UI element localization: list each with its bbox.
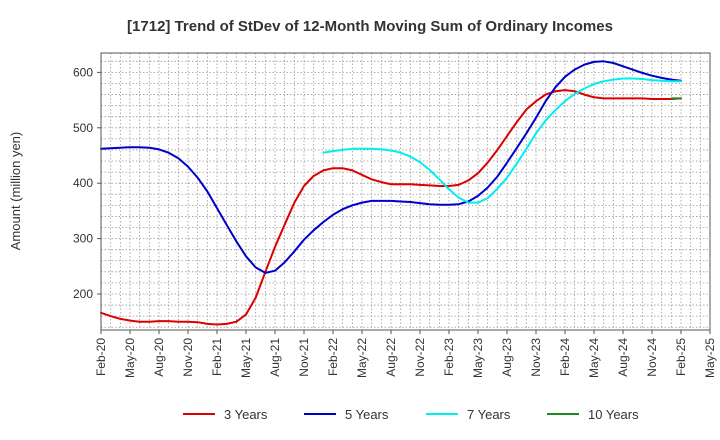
- y-axis-ticks: 200 300 400 500 600: [73, 65, 101, 301]
- series-line-7-years: [322, 77, 682, 204]
- legend-label: 7 Years: [467, 407, 511, 422]
- y-tick-label: 600: [73, 65, 93, 79]
- x-tick-label: Feb-22: [326, 338, 340, 376]
- x-tick-label: Feb-20: [94, 338, 108, 376]
- x-tick-label: Nov-23: [529, 338, 543, 377]
- legend-label: 3 Years: [224, 407, 268, 422]
- legend-label: 5 Years: [345, 407, 389, 422]
- x-tick-label: May-25: [703, 338, 717, 378]
- plot-border: [100, 52, 711, 331]
- x-tick-label: May-20: [123, 338, 137, 378]
- x-tick-label: Aug-22: [384, 338, 398, 377]
- series-lines: [100, 60, 682, 326]
- y-tick-label: 200: [73, 287, 93, 301]
- legend-label: 10 Years: [588, 407, 639, 422]
- x-tick-label: Nov-22: [413, 338, 427, 377]
- x-tick-label: Aug-23: [500, 338, 514, 377]
- x-tick-label: Aug-20: [152, 338, 166, 377]
- x-tick-label: Aug-21: [268, 338, 282, 377]
- series-line-3-years: [100, 89, 682, 326]
- x-tick-label: May-21: [239, 338, 253, 378]
- series-line-5-years: [100, 60, 682, 274]
- x-tick-label: Nov-20: [181, 338, 195, 377]
- x-tick-label: Nov-24: [645, 338, 659, 377]
- y-tick-label: 400: [73, 176, 93, 190]
- x-tick-label: May-23: [471, 338, 485, 378]
- x-tick-label: Feb-25: [674, 338, 688, 376]
- x-tick-label: May-24: [587, 338, 601, 378]
- legend: 3 Years 5 Years 7 Years 10 Years: [183, 407, 639, 422]
- y-axis-label: Amount (million yen): [8, 132, 23, 251]
- x-tick-label: May-22: [355, 338, 369, 378]
- x-tick-label: Feb-24: [558, 338, 572, 376]
- x-tick-label: Feb-23: [442, 338, 456, 376]
- x-tick-label: Feb-21: [210, 338, 224, 376]
- x-axis-ticks: Feb-20 May-20 Aug-20 Nov-20 Feb-21 May-21 Aug-…: [94, 330, 717, 378]
- chart-title: [1712] Trend of StDev of 12-Month Moving…: [127, 18, 613, 35]
- y-tick-label: 500: [73, 121, 93, 135]
- x-tick-label: Aug-24: [616, 338, 630, 377]
- x-tick-label: Nov-21: [297, 338, 311, 377]
- y-tick-label: 300: [73, 232, 93, 246]
